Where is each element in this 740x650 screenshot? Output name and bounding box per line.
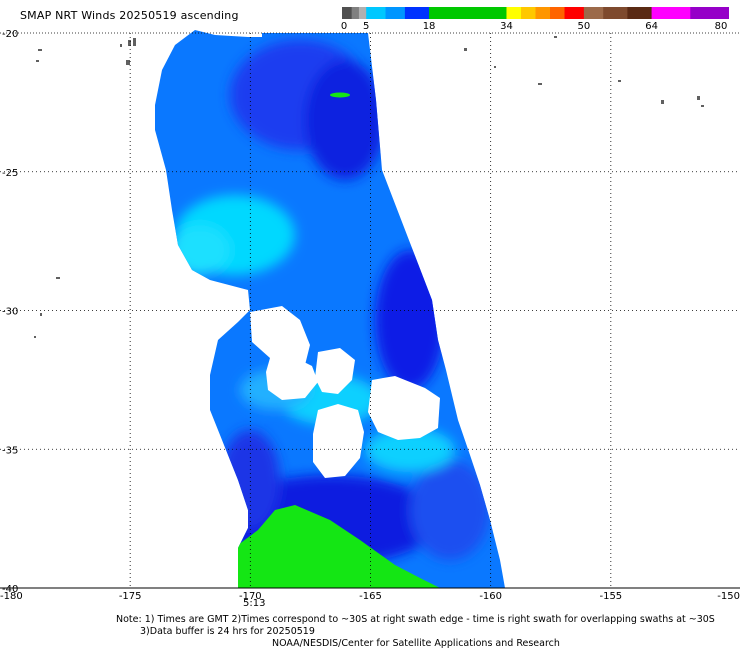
legend-segment — [535, 7, 551, 19]
legend-label: 50 — [577, 21, 591, 32]
map-frame — [0, 32, 740, 589]
wind-map: -20 -25 -30 -35 -40 -180 -175 -170 -165 -160 -155… — [0, 29, 740, 600]
legend-segment — [583, 7, 604, 19]
longitude-label: -165 — [359, 591, 382, 600]
latitude-label: -40 — [2, 584, 18, 595]
longitude-label: -180 — [0, 591, 23, 600]
legend-segment — [520, 7, 536, 19]
longitude-label: -155 — [599, 591, 622, 600]
legend-segment — [358, 7, 367, 19]
legend-segment — [342, 7, 353, 19]
legend-segment — [603, 7, 628, 19]
legend-segment — [627, 7, 653, 19]
wind-speed-legend — [342, 7, 729, 19]
note-line-2: 3)Data buffer is 24 hrs for 20250519 — [140, 626, 315, 637]
legend-label: 80 — [714, 21, 728, 32]
latitude-labels: -20 -25 -30 -35 -40 — [2, 29, 18, 595]
data-gaps — [250, 306, 440, 478]
legend-label: 34 — [500, 21, 513, 32]
legend-label: 64 — [645, 21, 658, 32]
legend-label: 18 — [422, 21, 436, 32]
legend-segment — [651, 7, 691, 19]
swath-time-label: 5:13 — [243, 598, 266, 609]
longitude-label: -160 — [479, 591, 502, 600]
note-line-1: Note: 1) Times are GMT 2)Times correspon… — [116, 614, 715, 625]
longitude-label: -175 — [119, 591, 142, 600]
latitude-label: -35 — [2, 445, 18, 456]
legend-segment — [366, 7, 387, 19]
legend-segment — [564, 7, 585, 19]
note-line-3: NOAA/NESDIS/Center for Satellite Applica… — [272, 638, 560, 649]
legend-segment — [506, 7, 522, 19]
legend-segment — [351, 7, 360, 19]
legend-segment — [385, 7, 406, 19]
lat-lon-grid — [0, 33, 740, 588]
longitude-label: -150 — [717, 591, 740, 600]
map-title: SMAP NRT Winds 20250519 ascending — [20, 9, 239, 22]
longitude-labels: -180 -175 -170 -165 -160 -155 -150 — [0, 591, 740, 600]
latitude-label: -20 — [2, 29, 18, 40]
legend-segment — [404, 7, 430, 19]
legend-label: 5 — [363, 21, 370, 32]
legend-segment — [550, 7, 566, 19]
legend-segment — [690, 7, 729, 19]
wind-swath — [155, 30, 505, 588]
legend-label: 0 — [340, 21, 348, 32]
latitude-label: -25 — [2, 168, 18, 179]
islands — [34, 36, 704, 338]
latitude-label: -30 — [2, 307, 18, 318]
longitude-label: -170 — [239, 591, 262, 600]
legend-segment — [429, 7, 507, 19]
